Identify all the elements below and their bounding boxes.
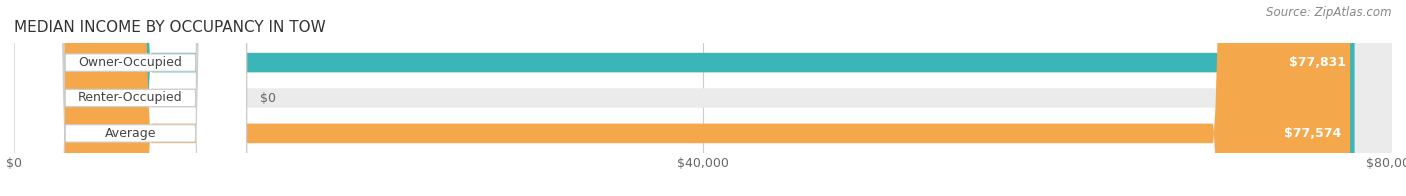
Text: MEDIAN INCOME BY OCCUPANCY IN TOW: MEDIAN INCOME BY OCCUPANCY IN TOW [14,20,326,35]
Text: $77,574: $77,574 [1284,127,1341,140]
Text: Owner-Occupied: Owner-Occupied [79,56,183,69]
FancyBboxPatch shape [14,0,246,196]
FancyBboxPatch shape [14,0,1354,196]
FancyBboxPatch shape [14,0,246,196]
FancyBboxPatch shape [14,0,246,196]
FancyBboxPatch shape [14,0,1392,196]
FancyBboxPatch shape [14,0,1392,196]
Text: Average: Average [104,127,156,140]
Text: Renter-Occupied: Renter-Occupied [77,92,183,104]
FancyBboxPatch shape [14,0,1392,196]
Text: Source: ZipAtlas.com: Source: ZipAtlas.com [1267,6,1392,19]
Text: $77,831: $77,831 [1289,56,1346,69]
Text: $0: $0 [260,92,277,104]
FancyBboxPatch shape [14,0,1350,196]
